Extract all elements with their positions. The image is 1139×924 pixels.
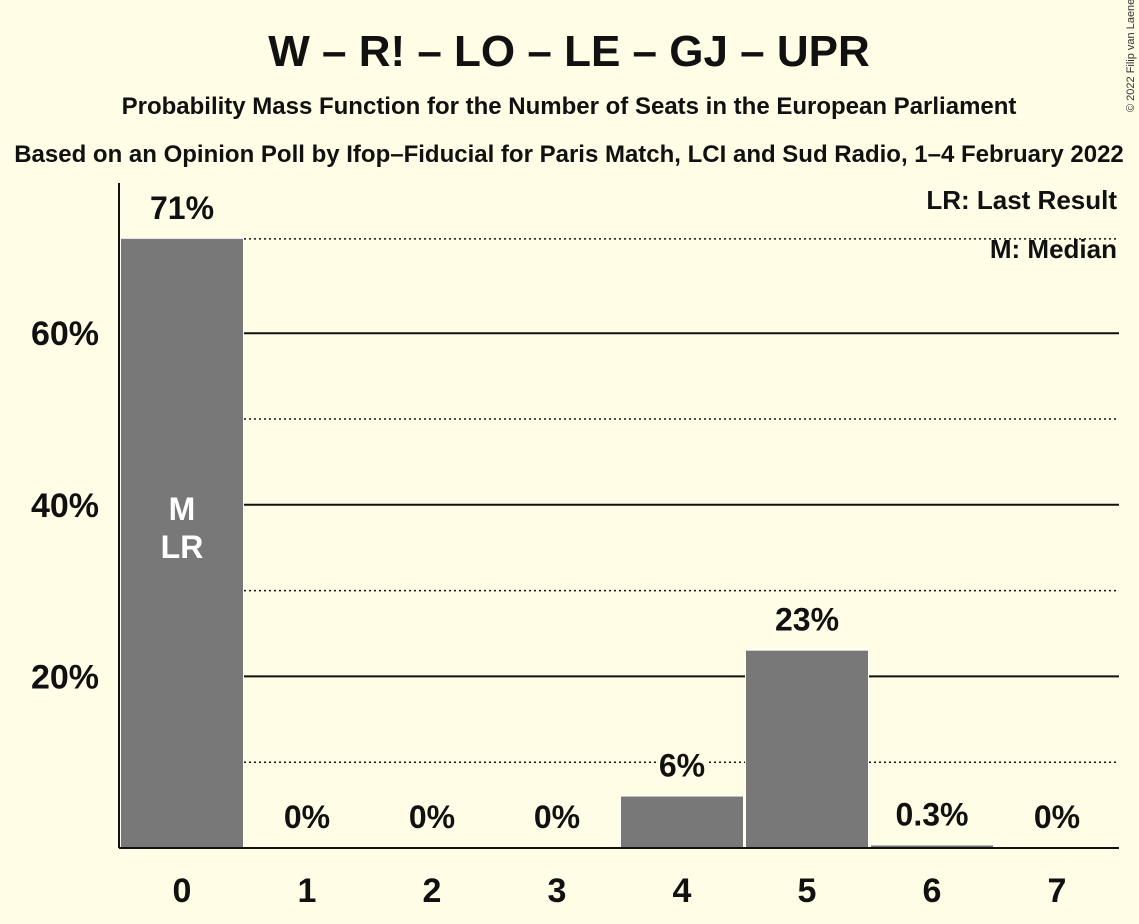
y-tick-label: 20%	[31, 658, 99, 696]
x-tick-label: 7	[1048, 872, 1067, 910]
x-tick-label: 3	[548, 872, 567, 910]
bar-layer	[120, 237, 994, 848]
grid-layer	[119, 238, 1119, 763]
bar	[746, 650, 868, 848]
data-label: 0%	[284, 799, 330, 835]
copyright-note: © 2022 Filip van Laenen	[1125, 0, 1137, 112]
bar-annotation: M	[169, 491, 196, 527]
axis-layer	[118, 183, 1119, 849]
data-label: 0%	[409, 799, 455, 835]
chart-title: W – R! – LO – LE – GJ – UPR	[268, 27, 869, 76]
bar	[871, 845, 993, 848]
x-tick-label: 4	[673, 872, 692, 910]
x-tick-label: 1	[298, 872, 317, 910]
x-tick-label: 5	[798, 872, 817, 910]
data-label: 0%	[534, 799, 580, 835]
x-tick-label: 0	[173, 872, 192, 910]
data-label: 23%	[775, 602, 839, 638]
x-tick-label: 6	[923, 872, 942, 910]
legend-item-last-result: LR: Last Result	[926, 185, 1117, 215]
y-tick-label: 60%	[31, 315, 99, 353]
data-label: 0.3%	[896, 796, 969, 832]
data-label: 0%	[1034, 799, 1080, 835]
chart-subtitle: Probability Mass Function for the Number…	[122, 93, 1017, 120]
legend-item-median: M: Median	[990, 234, 1117, 264]
chart-source: Based on an Opinion Poll by Ifop–Fiducia…	[14, 141, 1124, 168]
bar	[621, 796, 743, 848]
y-tick-label: 40%	[31, 487, 99, 525]
bar-annotation: LR	[161, 529, 204, 565]
data-label: 6%	[659, 748, 705, 784]
bar	[121, 238, 243, 848]
data-label: 71%	[150, 190, 214, 226]
x-tick-label: 2	[423, 872, 442, 910]
